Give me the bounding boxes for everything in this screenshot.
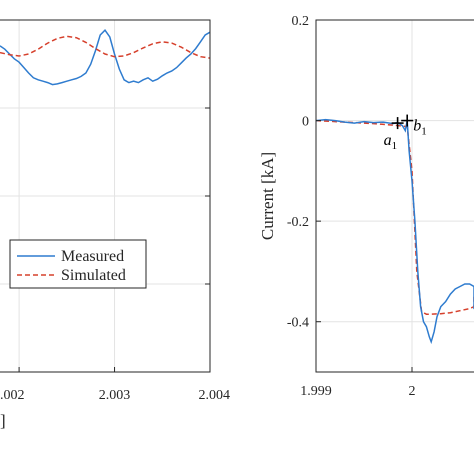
- left-legend: Measured Simulated: [9, 239, 147, 289]
- right-y-tick-label-3: -0.4: [287, 316, 309, 331]
- right-y-ticks: 0.2 0 -0.2 -0.4: [287, 14, 321, 331]
- right-y-tick-label-1: 0: [302, 115, 309, 130]
- left-plot: .002 2.003 2.004 Measured Simulated ]: [0, 19, 231, 430]
- right-x-ticks: 1.999 2: [300, 367, 416, 399]
- right-x-tick-label-1: 2: [409, 384, 416, 399]
- right-x-tick-label-0: 1.999: [300, 384, 332, 399]
- right-series-measured: [315, 118, 474, 345]
- left-x-tick-label-0: .002: [0, 388, 25, 403]
- right-y-tick-label-0: 0.2: [292, 14, 310, 29]
- left-series-group: [0, 29, 211, 86]
- legend-label-simulated: Simulated: [61, 267, 126, 284]
- right-y-axis-label: Current [kA]: [258, 152, 277, 240]
- annotation-subscript-a: 1: [392, 140, 398, 152]
- left-series-simulated: [0, 35, 211, 59]
- left-x-ticks: .002 2.003 2.004: [0, 19, 231, 403]
- left-series-measured: [0, 29, 211, 86]
- right-series-simulated: [315, 119, 474, 315]
- right-axes-box: [315, 19, 474, 373]
- right-plot-area: [316, 20, 474, 372]
- right-y-tick-label-2: -0.2: [287, 215, 309, 230]
- left-x-axis-label-fragment: ]: [0, 411, 6, 430]
- left-x-tick-label-1: 2.003: [99, 388, 131, 403]
- left-x-tick-label-2: 2.004: [199, 388, 231, 403]
- legend-label-measured: Measured: [61, 248, 124, 265]
- legend-box: [9, 239, 147, 289]
- right-series-group: [315, 118, 474, 345]
- annotation-subscript-b: 1: [421, 126, 427, 138]
